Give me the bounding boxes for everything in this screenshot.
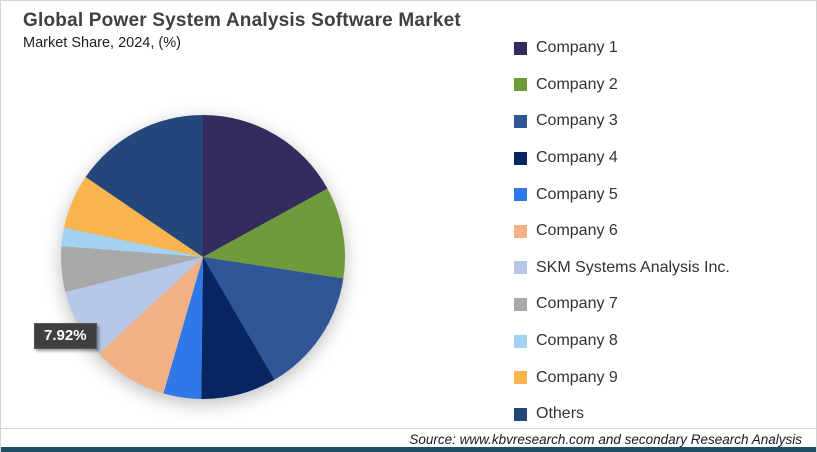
pie-slice-company-5 (163, 257, 203, 399)
skm-share-data-label: 7.92% (34, 323, 97, 349)
pie-slice-company-3 (203, 257, 344, 380)
legend-item-skm-systems-analysis-inc: SKM Systems Analysis Inc. (514, 250, 810, 287)
legend-label: Others (536, 405, 585, 423)
legend-swatch-icon (514, 371, 527, 385)
legend: Company 1 Company 2 Company 3 Company 4 Comp… (514, 30, 810, 433)
legend-label: Company 7 (536, 295, 618, 313)
legend-swatch-icon (514, 188, 527, 202)
pie-slice-company-4 (201, 257, 275, 400)
legend-swatch-icon (514, 151, 527, 165)
legend-item-others: Others (514, 396, 810, 433)
legend-label: Company 2 (536, 75, 618, 93)
pie-slice-skm-systems-analysis-inc (65, 257, 203, 354)
legend-label: Company 3 (536, 112, 618, 130)
legend-item-company-9: Company 9 (514, 359, 810, 396)
page-title: Global Power System Analysis Software Ma… (23, 10, 461, 31)
bottom-accent-bar (1, 447, 816, 452)
pie-slice-others (85, 114, 203, 257)
legend-item-company-8: Company 8 (514, 323, 810, 360)
legend-item-company-7: Company 7 (514, 286, 810, 323)
legend-label: Company 8 (536, 332, 618, 350)
source-text: Source: www.kbvresearch.com and secondar… (409, 432, 802, 447)
pie-slice-company-9 (64, 177, 203, 257)
legend-swatch-icon (514, 261, 527, 275)
legend-item-company-3: Company 3 (514, 103, 810, 140)
legend-swatch-icon (514, 407, 527, 421)
chart-subtitle: Market Share, 2024, (%) (23, 35, 181, 51)
legend-label: Company 1 (536, 39, 618, 57)
legend-item-company-6: Company 6 (514, 213, 810, 250)
legend-swatch-icon (514, 41, 527, 55)
legend-swatch-icon (514, 297, 527, 311)
legend-item-company-2: Company 2 (514, 67, 810, 104)
pie-slice-company-7 (61, 246, 203, 293)
legend-item-company-5: Company 5 (514, 176, 810, 213)
pie-slice-company-6 (98, 257, 203, 394)
legend-item-company-1: Company 1 (514, 30, 810, 67)
legend-swatch-icon (514, 114, 527, 128)
pie-slice-company-1 (203, 114, 328, 257)
legend-label: Company 4 (536, 149, 618, 167)
legend-item-company-4: Company 4 (514, 140, 810, 177)
footer-divider (1, 428, 816, 429)
legend-swatch-icon (514, 78, 527, 92)
legend-swatch-icon (514, 224, 527, 238)
legend-label: Company 6 (536, 222, 618, 240)
legend-label: Company 5 (536, 185, 618, 203)
pie-slice-company-8 (61, 227, 203, 257)
legend-label: Company 9 (536, 368, 618, 386)
legend-label: SKM Systems Analysis Inc. (536, 258, 730, 276)
legend-swatch-icon (514, 334, 527, 348)
pie-slice-company-2 (203, 188, 346, 279)
